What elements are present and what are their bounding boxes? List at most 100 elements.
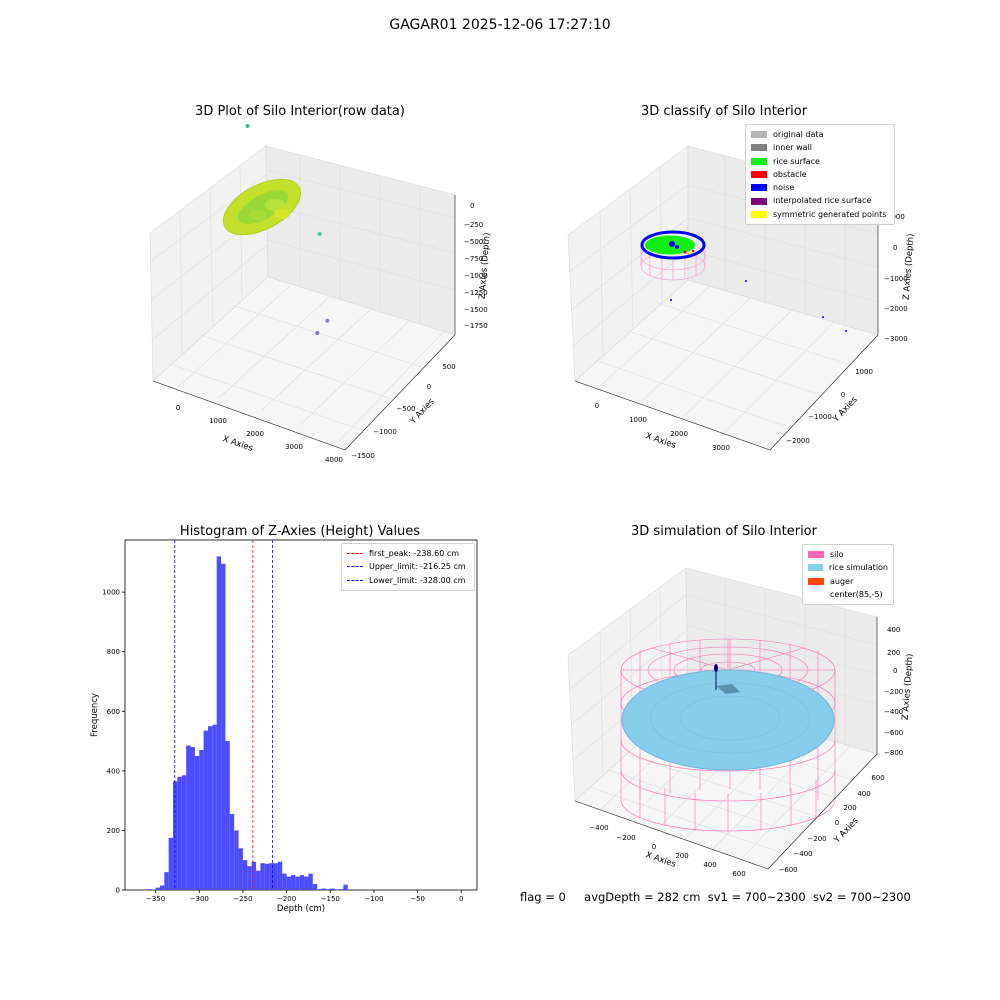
classify-x-tick: 2000 — [670, 430, 688, 438]
histogram-x-axis-label: Depth (cm) — [277, 904, 325, 914]
histogram-x-tick-label: −100 — [364, 895, 383, 903]
raw-z-tick: −500 — [464, 238, 483, 246]
histogram-bar — [151, 889, 156, 890]
raw-3d-outliers — [245, 123, 330, 335]
simulation-y-ticks: 600 400 200 0 −200 −400 −600 — [778, 774, 884, 874]
legend-swatch — [751, 131, 767, 139]
histogram-bar — [207, 726, 213, 890]
raw-x-tick: 1000 — [209, 417, 227, 425]
raw-x-tick: 3000 — [285, 443, 303, 451]
simulation-x-tick: −200 — [616, 834, 635, 842]
histogram-y-tick-label: 600 — [107, 708, 120, 716]
histogram-bar — [155, 887, 160, 890]
histogram-x-ticks: −350 −300 −250 −200 −150 −100 −50 0 — [146, 890, 464, 903]
simulation-z-tick: −400 — [884, 708, 903, 716]
legend-entry-upper-limit: Upper_limit: -216.25 cm — [347, 560, 469, 573]
histogram-legend: first_peak: -238.60 cm Upper_limit: -216… — [341, 543, 475, 591]
raw-x-tick: 0 — [176, 404, 180, 412]
simulation-y-tick: −200 — [807, 835, 826, 843]
legend-swatch — [751, 144, 767, 152]
simulation-x-ticks: −400 −200 0 200 400 600 — [589, 824, 745, 878]
histogram-y-axis-label: Frequency — [90, 693, 100, 737]
histogram-bar — [221, 563, 226, 890]
histogram-bar — [164, 872, 169, 890]
simulation-z-tick: −200 — [884, 688, 903, 696]
simulation-y-tick: 0 — [835, 819, 839, 827]
legend-line — [347, 553, 363, 555]
histogram-bar — [168, 837, 174, 890]
histogram-x-tick-label: 0 — [459, 895, 463, 903]
simulation-x-tick: 400 — [703, 861, 716, 869]
classify-z-ticks: 1000 0 −1000 −2000 −3000 — [884, 213, 908, 343]
simulation-rice-surface — [621, 669, 835, 771]
legend-line — [347, 566, 363, 568]
histogram-bar — [269, 863, 274, 890]
raw-plot-title: 3D Plot of Silo Interior(row data) — [195, 104, 405, 119]
histogram-bar — [181, 775, 187, 890]
simulation-y-tick: 600 — [871, 774, 884, 782]
legend-entry-silo: silo — [808, 548, 888, 561]
classify-z-tick: −1000 — [884, 275, 908, 283]
raw-z-tick: −1500 — [464, 306, 488, 314]
raw-outlier-point — [325, 318, 330, 323]
classify-points — [640, 230, 847, 332]
simulation-x-tick: 200 — [675, 852, 688, 860]
histogram-bar — [238, 848, 243, 890]
histogram-bar — [260, 863, 265, 890]
histogram-bar — [277, 861, 283, 890]
legend-entry-symmetric: symmetric generated points — [751, 208, 889, 221]
raw-y-ticks: 500 0 −500 −1000 −1500 — [351, 363, 456, 460]
legend-entry-first-peak: first_peak: -238.60 cm — [347, 547, 469, 560]
histogram-bar — [229, 814, 235, 890]
histogram-bar — [312, 884, 318, 890]
simulation-z-tick: −600 — [884, 729, 903, 737]
raw-y-tick: −500 — [396, 405, 415, 413]
raw-3d-cluster — [223, 178, 301, 236]
histogram-x-tick-label: −50 — [410, 895, 425, 903]
classify-y-tick: −1000 — [808, 413, 832, 421]
histogram-bar — [299, 875, 305, 890]
simulation-z-tick: −800 — [884, 749, 903, 757]
legend-swatch — [751, 210, 767, 218]
histogram-bar — [290, 875, 296, 890]
histogram-bar — [173, 781, 178, 890]
simulation-3d-axis-lines — [574, 617, 878, 870]
histogram-y-tick-label: 0 — [116, 887, 120, 895]
raw-z-tick: −1250 — [464, 289, 488, 297]
simulation-z-tick: 0 — [893, 667, 897, 675]
raw-y-tick: −1000 — [373, 428, 397, 436]
histogram-bar — [295, 876, 300, 890]
classify-z-tick: 0 — [893, 244, 897, 252]
legend-swatch — [808, 564, 823, 572]
histogram-bar — [225, 741, 230, 890]
histogram-y-tick-label: 400 — [107, 767, 120, 775]
simulation-y-tick: 200 — [843, 804, 856, 812]
legend-entry-auger: auger — [808, 575, 888, 588]
histogram-x-tick-label: −250 — [233, 895, 252, 903]
classify-x-ticks: 0 1000 2000 3000 — [595, 402, 730, 452]
histogram-bar — [334, 889, 339, 890]
classify-legend: original data inner wall rice surface ob… — [745, 124, 895, 226]
raw-x-tick: 4000 — [325, 456, 343, 464]
histogram-y-tick-label: 200 — [107, 827, 120, 835]
histogram-bar — [247, 866, 252, 890]
histogram-bar — [343, 884, 348, 890]
histogram-x-tick-label: −300 — [190, 895, 209, 903]
histogram-bar — [256, 870, 261, 890]
histogram-x-tick-label: −150 — [321, 895, 340, 903]
histogram-bar — [251, 861, 257, 890]
histogram-bar — [186, 745, 191, 890]
raw-y-tick: −1500 — [351, 452, 375, 460]
simulation-z-tick: 200 — [887, 649, 900, 657]
legend-entry-center: center(85,-5) — [808, 588, 888, 601]
raw-3d-axis-lines — [152, 195, 456, 451]
legend-entry-interpolated: interpolated rice surface — [751, 194, 889, 207]
raw-outlier-point — [317, 232, 322, 237]
legend-swatch — [808, 577, 824, 585]
raw-z-tick: −750 — [464, 255, 483, 263]
legend-swatch — [808, 591, 824, 599]
histogram-bar — [286, 876, 291, 890]
histogram-bar — [304, 876, 309, 890]
